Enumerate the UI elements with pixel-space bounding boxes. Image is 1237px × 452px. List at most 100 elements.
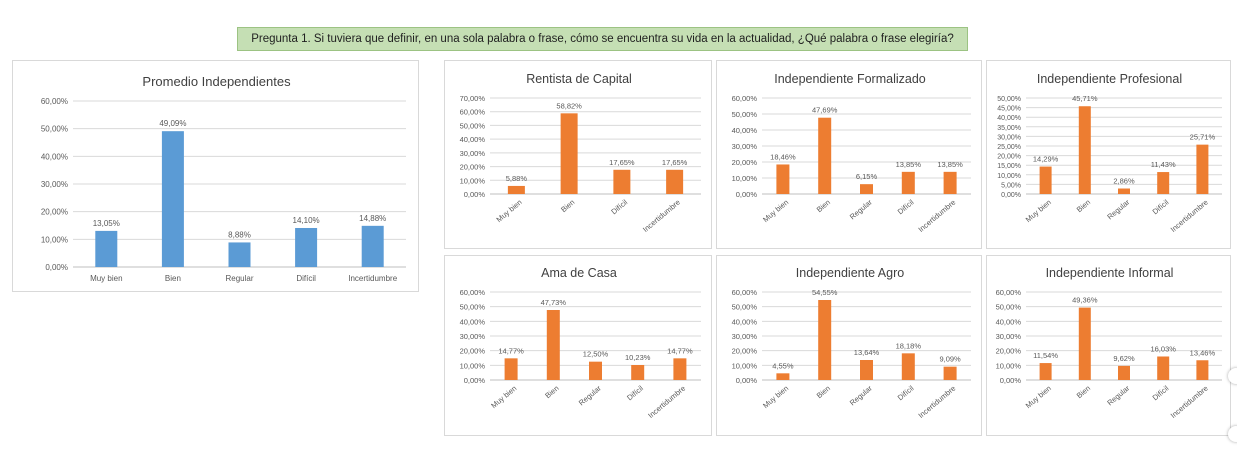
chart-informal-svg: Independiente Informal 0,00% 10,00% 20,00% 3… — [996, 266, 1222, 420]
x-tick-label: Bien — [1075, 198, 1092, 215]
y-tick-label: 10,00% — [732, 361, 758, 370]
chart-ama-svg: Ama de Casa 0,00% 10,00% 20,00% 30,00% 40,00%… — [460, 266, 701, 420]
y-tick-label: 35,00% — [997, 125, 1021, 132]
bar — [1118, 188, 1130, 194]
y-tick-label: 10,00% — [732, 174, 758, 183]
data-label: 13,64% — [854, 348, 880, 357]
y-tick-label: 60,00% — [460, 288, 486, 297]
x-tick-label: Bien — [815, 198, 832, 215]
bar — [1157, 172, 1170, 194]
bar — [161, 131, 184, 267]
data-label: 13,46% — [1190, 348, 1216, 357]
x-tick-label: Muy bien — [90, 274, 122, 283]
data-label: 18,46% — [770, 152, 796, 161]
y-tick-label: 30,00% — [732, 332, 758, 341]
chart-title: Independiente Profesional — [1037, 72, 1182, 86]
x-tick-label: Difícil — [625, 383, 645, 402]
y-tick-label: 20,00% — [997, 154, 1021, 161]
y-tick-label: 50,00% — [460, 303, 486, 312]
data-label: 18,18% — [896, 341, 922, 350]
y-tick-label: 70,00% — [460, 94, 486, 103]
y-tick-label: 60,00% — [732, 288, 758, 297]
data-label: 13,05% — [93, 219, 120, 228]
y-tick-label: 50,00% — [997, 96, 1021, 103]
bar — [1196, 144, 1209, 194]
resize-handle-icon[interactable] — [1228, 426, 1237, 442]
bar — [546, 309, 560, 380]
y-tick-label: 0,00% — [464, 190, 486, 199]
y-tick-label: 30,00% — [997, 134, 1021, 141]
bar — [95, 230, 118, 267]
y-tick-label: 20,00% — [460, 163, 486, 172]
x-tick-label: Incertidumbre — [1169, 384, 1210, 420]
data-label: 25,71% — [1190, 133, 1216, 142]
bar — [589, 361, 602, 380]
data-label: 17,65% — [609, 158, 635, 167]
x-tick-label: Regular — [848, 383, 874, 407]
data-label: 47,69% — [812, 106, 838, 115]
y-tick-label: 10,00% — [460, 361, 486, 370]
bar — [295, 227, 318, 267]
data-label: 10,23% — [625, 353, 651, 362]
y-tick-label: 20,00% — [41, 208, 68, 217]
question-banner: Pregunta 1. Si tuviera que definir, en u… — [237, 27, 968, 51]
x-tick-label: Bien — [543, 384, 560, 401]
y-tick-label: 10,00% — [460, 176, 486, 185]
chart-title: Independiente Agro — [796, 266, 904, 280]
x-tick-label: Incertidumbre — [916, 384, 957, 420]
bar — [776, 164, 790, 194]
data-label: 13,85% — [896, 160, 922, 169]
y-tick-label: 0,00% — [1000, 376, 1022, 385]
y-tick-label: 40,00% — [732, 126, 758, 135]
y-tick-label: 30,00% — [41, 180, 68, 189]
y-tick-label: 0,00% — [45, 263, 68, 272]
x-tick-label: Bien — [1075, 384, 1092, 401]
chart-promedio-svg: Promedio Independientes 0,00% 10,00% 20,00%… — [41, 74, 406, 283]
y-tick-label: 10,00% — [996, 361, 1022, 370]
x-tick-label: Muy bien — [761, 384, 790, 410]
bar — [613, 169, 631, 194]
x-tick-label: Difícil — [896, 197, 916, 216]
y-tick-label: 20,00% — [732, 347, 758, 356]
y-tick-label: 30,00% — [460, 332, 486, 341]
resize-handle-icon[interactable] — [1228, 368, 1237, 384]
chart-promedio-independientes: Promedio Independientes 0,00% 10,00% 20,00%… — [12, 60, 419, 292]
x-tick-label: Muy bien — [761, 198, 790, 224]
bar — [818, 299, 832, 380]
y-tick-label: 40,00% — [996, 317, 1022, 326]
data-label: 11,54% — [1033, 351, 1058, 360]
bar — [860, 359, 873, 380]
bar — [560, 113, 578, 194]
bar — [1157, 356, 1170, 380]
bar — [631, 364, 645, 380]
chart-independiente-informal: Independiente Informal 0,00% 10,00% 20,00% 3… — [986, 255, 1231, 436]
bar — [507, 185, 525, 194]
bar — [673, 358, 687, 380]
y-tick-label: 0,00% — [736, 376, 758, 385]
x-tick-label: Incertidumbre — [1169, 198, 1210, 234]
x-tick-label: Regular — [577, 383, 603, 407]
x-tick-label: Muy bien — [495, 198, 524, 224]
data-label: 47,73% — [541, 298, 567, 307]
data-label: 14,88% — [359, 214, 386, 223]
chart-agro-svg: Independiente Agro 0,00% 10,00% 20,00% 30,00… — [732, 266, 971, 420]
chart-title: Promedio Independientes — [142, 74, 291, 89]
bar — [860, 184, 873, 194]
x-tick-label: Muy bien — [1024, 198, 1053, 224]
y-tick-label: 40,00% — [460, 135, 486, 144]
chart-title: Ama de Casa — [541, 266, 617, 280]
y-tick-label: 50,00% — [732, 110, 758, 119]
chart-independiente-formalizado: Independiente Formalizado 0,00% 10,00% 20,0… — [716, 60, 982, 249]
data-label: 4,55% — [772, 361, 794, 370]
x-tick-label: Muy bien — [489, 384, 518, 410]
y-tick-label: 20,00% — [996, 347, 1022, 356]
bar — [1039, 363, 1052, 380]
chart-independiente-agro: Independiente Agro 0,00% 10,00% 20,00% 30,00… — [716, 255, 982, 436]
bar — [361, 225, 384, 267]
data-label: 17,65% — [662, 158, 688, 167]
data-label: 14,10% — [293, 216, 320, 225]
x-tick-label: Difícil — [609, 197, 629, 216]
x-tick-label: Incertidumbre — [916, 198, 957, 234]
data-label: 58,82% — [556, 101, 582, 110]
y-tick-label: 60,00% — [460, 108, 486, 117]
